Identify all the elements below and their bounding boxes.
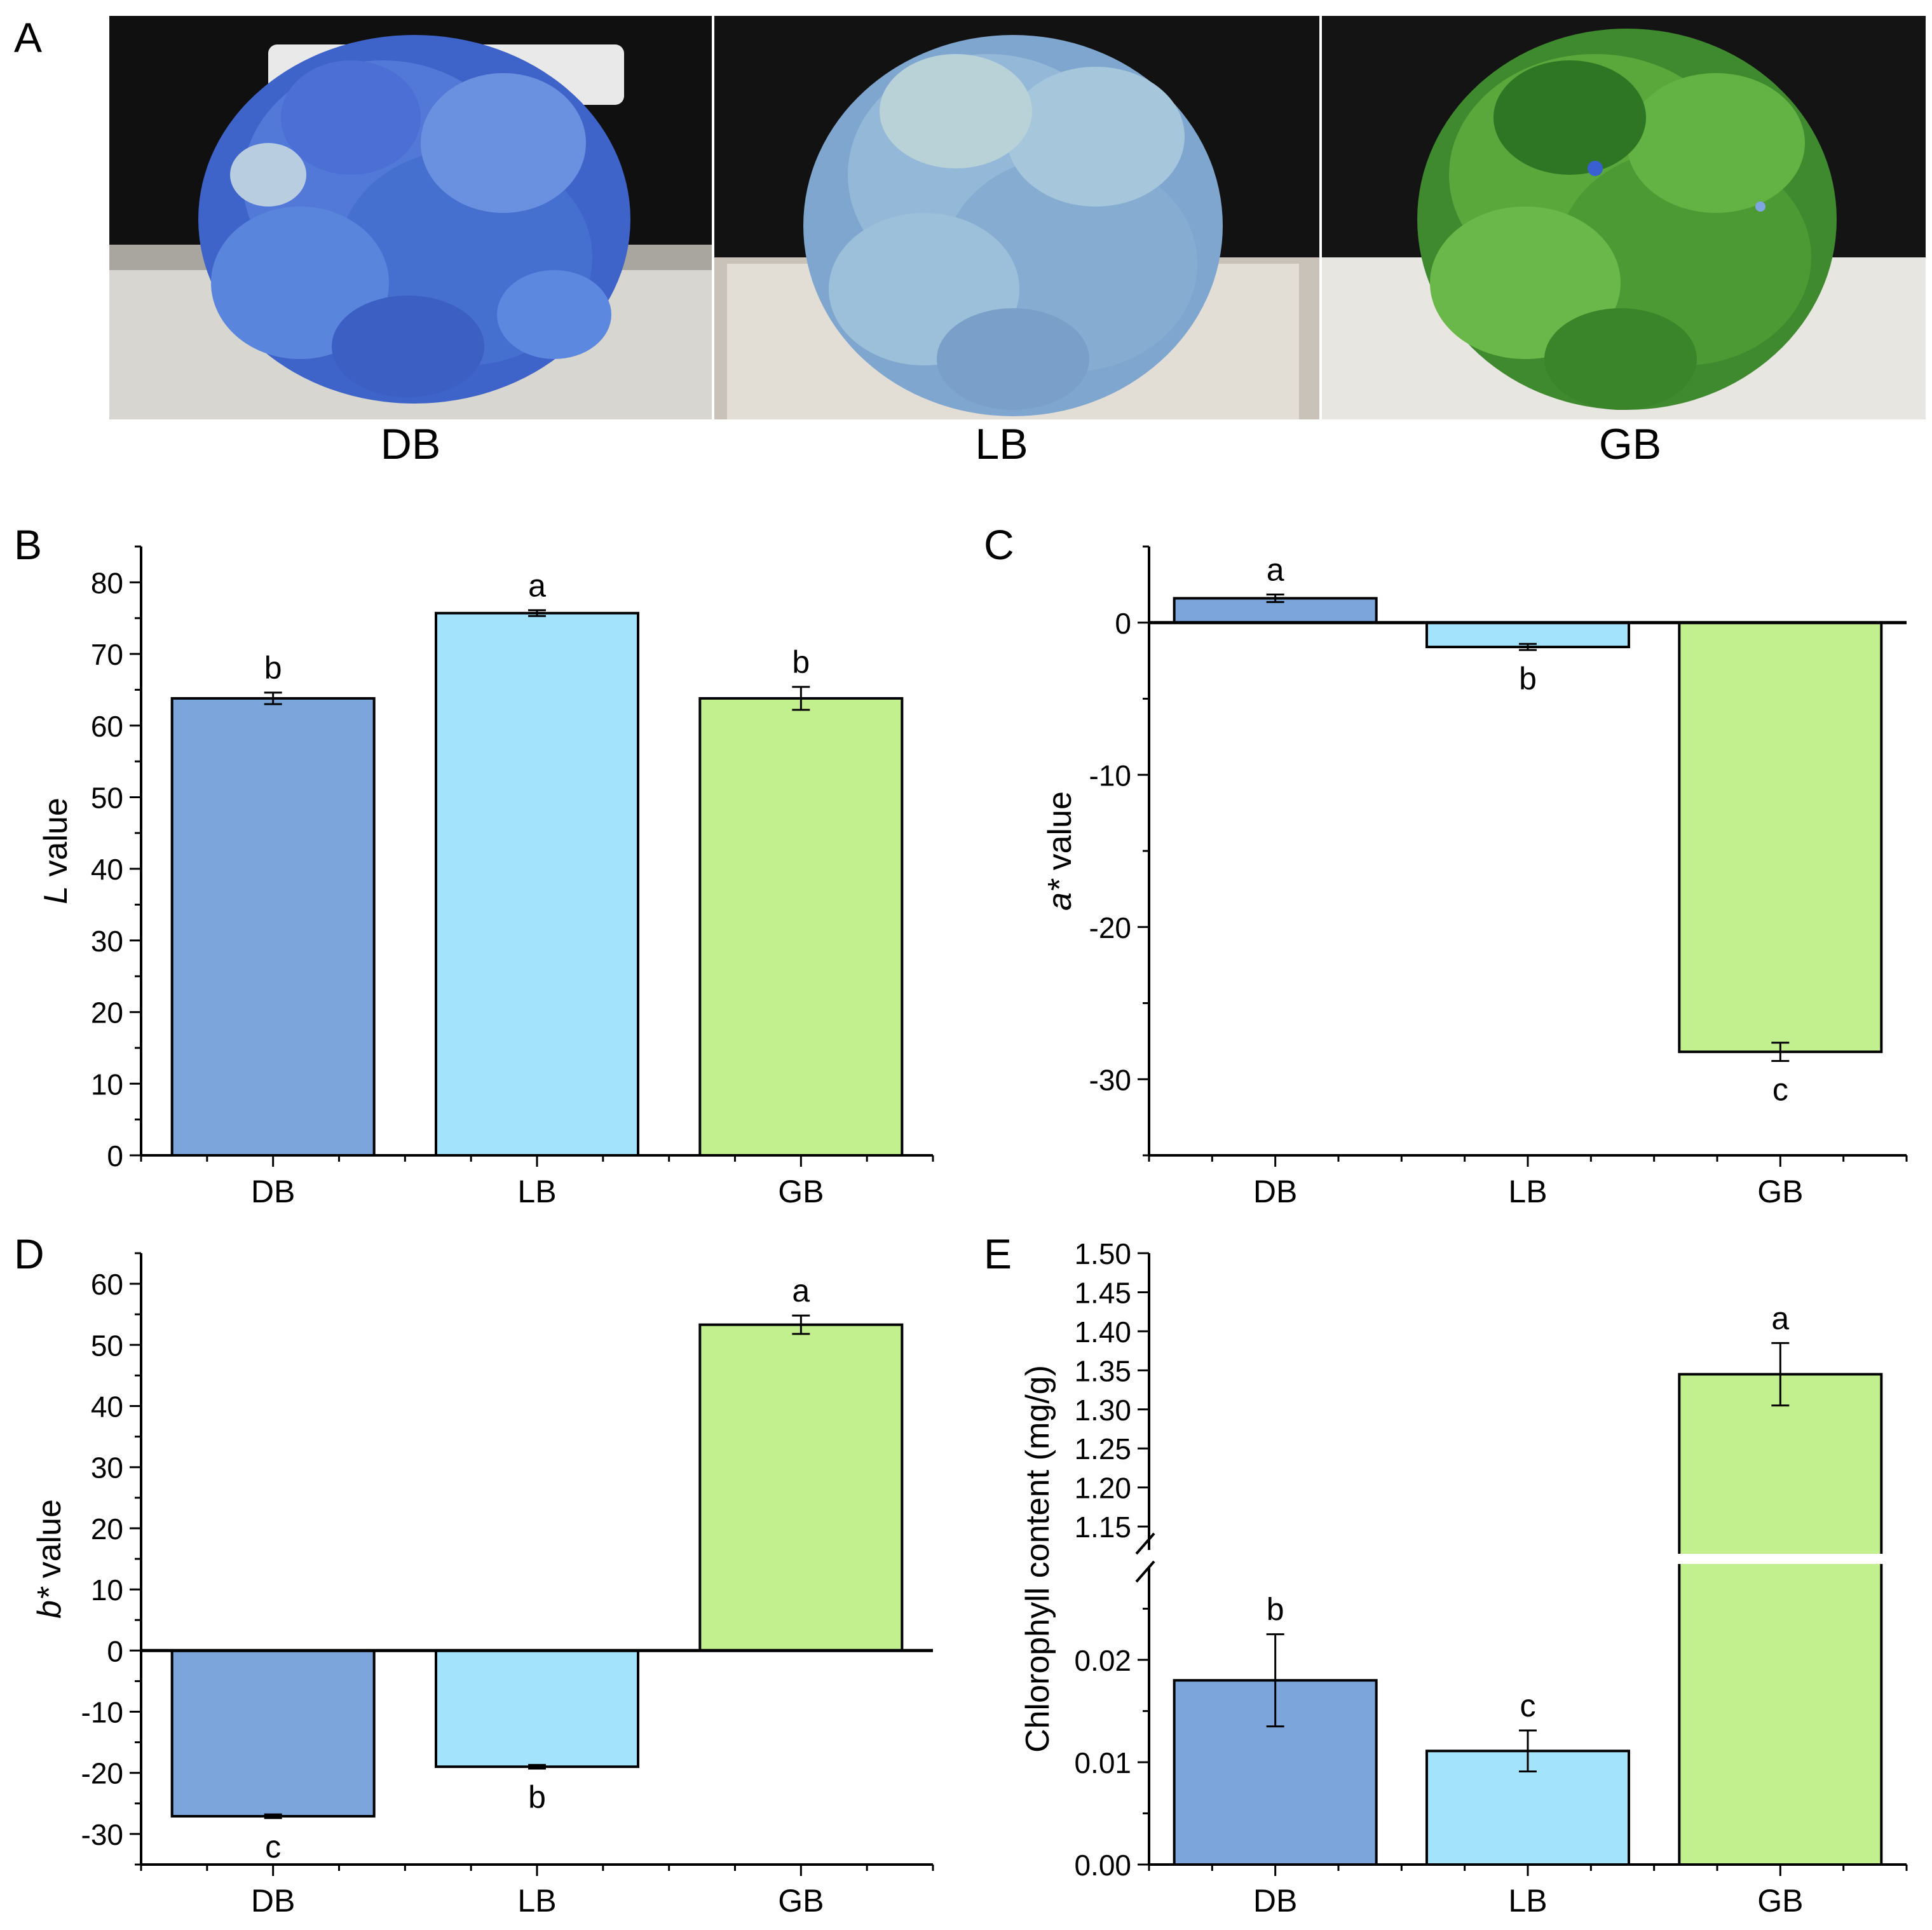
significance-letter-lb: c: [1520, 1688, 1536, 1723]
y-tick-label: 80: [91, 566, 123, 599]
significance-letter-db: b: [264, 650, 282, 686]
y-tick-label: 1.25: [1074, 1432, 1131, 1465]
photo-db: [109, 16, 712, 419]
hydrangea-light-blue-photo: [714, 16, 1319, 419]
panel-letter-b: B: [14, 521, 42, 568]
hydrangea-dark-blue-photo: [109, 16, 712, 419]
y-tick-label: 30: [91, 1451, 123, 1485]
y-axis-title: a* value: [1042, 791, 1078, 911]
y-tick-label: 0.01: [1074, 1746, 1131, 1779]
significance-letter-gb: b: [792, 644, 810, 680]
panel-letter-c: C: [984, 521, 1014, 568]
axis-break-mark-top: [1135, 1532, 1155, 1555]
significance-letter-lb: b: [1519, 661, 1537, 697]
hydrangea-green-photo: [1322, 16, 1926, 419]
y-tick-label: 0: [107, 1634, 123, 1668]
y-tick-label: 20: [91, 1512, 123, 1546]
significance-letter-gb: a: [792, 1273, 810, 1308]
y-tick-label: -30: [81, 1818, 123, 1851]
y-tick-label: 1.20: [1074, 1472, 1131, 1505]
y-axis-title-text: value: [37, 798, 74, 886]
significance-letter-db: a: [1267, 552, 1284, 587]
chart-b: b a b DB LB GB 0 10 20 30 40 50 60 70 80 L value: [37, 545, 934, 1209]
chart-d: c b a DB LB GB 60 50 40 30 20 10 0 -10 -20 -30 b* value: [31, 1252, 934, 1919]
x-tick-label-gb: GB: [778, 1174, 824, 1209]
y-axis-title-symbol: b*: [31, 1586, 68, 1619]
significance-letter-db: c: [265, 1829, 281, 1865]
y-tick-label: 0.00: [1074, 1849, 1131, 1882]
axis-break-gap: [1150, 1554, 1908, 1564]
bar-gb: [1678, 621, 1883, 1054]
y-axis-title-text: value: [31, 1499, 68, 1587]
y-tick-label: 1.45: [1074, 1276, 1131, 1309]
chart-c: a b c DB LB GB 0 -10 -20 -30 a* value: [1042, 545, 1908, 1209]
y-axis-title-text: value: [1042, 791, 1078, 880]
y-tick-label: -20: [81, 1757, 123, 1790]
x-tick-label-db: DB: [251, 1883, 295, 1919]
panel-letter-a: A: [14, 14, 42, 61]
y-tick-label: -10: [81, 1696, 123, 1729]
y-tick-label: 1.40: [1074, 1315, 1131, 1349]
significance-letter-lb: a: [528, 567, 546, 603]
x-tick-label-gb: GB: [778, 1883, 824, 1919]
y-tick-label: 1.50: [1074, 1237, 1131, 1270]
x-tick-label-gb: GB: [1757, 1174, 1803, 1209]
bar-lb: [435, 1649, 639, 1769]
y-axis-title: b* value: [31, 1499, 68, 1619]
y-tick-label: -30: [1089, 1063, 1131, 1096]
y-axis-title-symbol: a*: [1042, 878, 1078, 911]
x-tick-label-db: DB: [1253, 1174, 1297, 1209]
significance-letter-gb: a: [1771, 1300, 1789, 1336]
y-tick-label: -10: [1089, 759, 1131, 792]
y-tick-label: -20: [1089, 911, 1131, 944]
significance-letter-gb: c: [1772, 1072, 1788, 1108]
bar-db: [170, 697, 376, 1157]
y-tick-label: 0.02: [1074, 1644, 1131, 1677]
significance-letter-lb: b: [528, 1779, 546, 1815]
y-tick-label: 1.30: [1074, 1394, 1131, 1427]
significance-letter-db: b: [1267, 1592, 1284, 1628]
y-tick-label: 70: [91, 638, 123, 671]
photo-gb: [1322, 16, 1926, 419]
y-axis-title: Chlorophyll content (mg/g): [1019, 1365, 1056, 1753]
x-tick-label-lb: LB: [517, 1883, 556, 1919]
photo-lb: [714, 16, 1319, 419]
x-tick-label-db: DB: [251, 1174, 295, 1209]
photo-label-db: DB: [380, 420, 441, 468]
y-axis-title: L value: [37, 798, 74, 904]
y-tick-label: 60: [91, 1268, 123, 1301]
bar-lb: [435, 611, 639, 1157]
photo-label-gb: GB: [1598, 420, 1662, 468]
y-tick-label: 60: [91, 710, 123, 743]
bar-gb: [1678, 1373, 1883, 1866]
x-tick-label-lb: LB: [517, 1174, 556, 1209]
panel-letter-e: E: [984, 1230, 1012, 1277]
y-tick-label: 1.35: [1074, 1354, 1131, 1387]
x-tick-label-lb: LB: [1508, 1883, 1547, 1919]
panel-letter-d: D: [14, 1230, 44, 1277]
y-tick-label: 0: [1115, 607, 1131, 640]
bar-db: [170, 1649, 376, 1818]
y-tick-label: 40: [91, 853, 123, 886]
y-tick-label: 1.15: [1074, 1511, 1131, 1544]
x-tick-label-gb: GB: [1757, 1883, 1803, 1919]
y-tick-label: 50: [91, 781, 123, 814]
y-axis-title-symbol: L: [37, 886, 74, 904]
x-tick-label-lb: LB: [1508, 1174, 1547, 1209]
y-tick-label: 10: [91, 1068, 123, 1101]
bar-gb: [698, 697, 904, 1157]
axis-break-mark-bottom: [1135, 1560, 1155, 1583]
photo-label-lb: LB: [975, 420, 1028, 468]
chart-e: b c a DB LB GB 0.00 0.01 0.02 1.15 1.20 1.25 1.30 1.3…: [1019, 1237, 1908, 1919]
y-tick-label: 20: [91, 996, 123, 1030]
y-tick-label: 0: [107, 1139, 123, 1172]
y-tick-label: 40: [91, 1390, 123, 1424]
y-tick-label: 30: [91, 925, 123, 958]
bar-gb: [698, 1323, 904, 1652]
y-tick-label: 50: [91, 1329, 123, 1362]
x-tick-label-db: DB: [1253, 1883, 1297, 1919]
y-tick-label: 10: [91, 1573, 123, 1607]
